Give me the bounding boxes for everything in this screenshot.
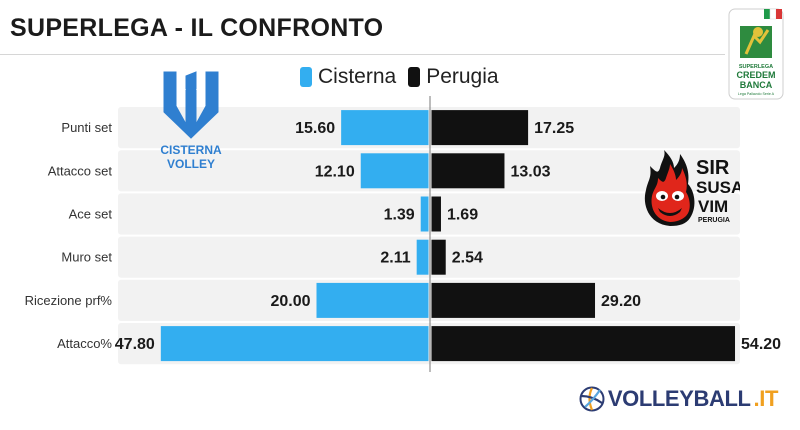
cisterna-logo-line1: CISTERNA	[160, 143, 222, 157]
bar-perugia	[431, 282, 596, 318]
superlega-badge: SUPERLEGA CREDEM BANCA Lega Pallavolo Se…	[728, 8, 784, 100]
value-label-cisterna: 2.11	[380, 250, 410, 267]
cisterna-logo-line2: VOLLEY	[167, 157, 215, 171]
superlega-badge-line4: Lega Pallavolo Serie A	[738, 92, 775, 96]
superlega-badge-line1: SUPERLEGA	[739, 64, 773, 70]
category-label: Attacco%	[57, 336, 112, 351]
perugia-logo-line4: PERUGIA	[698, 217, 730, 224]
bar-perugia	[431, 110, 529, 146]
bar-perugia	[431, 326, 736, 362]
legend-label-cisterna: Cisterna	[318, 65, 397, 88]
superlega-badge-line3: BANCA	[740, 80, 773, 90]
value-label-cisterna: 15.60	[295, 120, 335, 137]
row-band	[118, 236, 740, 278]
value-label-cisterna: 47.80	[115, 336, 155, 353]
row-band	[118, 150, 740, 192]
value-label-perugia: 2.54	[452, 250, 483, 267]
value-label-cisterna: 1.39	[384, 207, 415, 224]
bar-perugia	[431, 196, 441, 232]
cisterna-logo: CISTERNA VOLLEY	[160, 71, 222, 171]
perugia-logo-line3: VIM	[698, 197, 728, 216]
brand-main: VOLLEYBALL	[607, 386, 751, 411]
legend-item-cisterna: Cisterna	[300, 65, 396, 89]
category-label: Muro set	[61, 250, 112, 265]
bar-cisterna	[416, 239, 429, 275]
volleyball-it-brand: VOLLEYBALL .IT	[579, 386, 778, 412]
bar-cisterna	[316, 282, 429, 318]
legend-label-perugia: Perugia	[426, 65, 499, 88]
superlega-badge-line2: CREDEM	[736, 70, 775, 80]
value-label-perugia: 17.25	[534, 120, 574, 137]
bar-cisterna	[341, 110, 429, 146]
title-divider	[0, 54, 725, 55]
bar-perugia	[431, 239, 446, 275]
category-label: Punti set	[61, 120, 112, 135]
bar-cisterna	[160, 326, 429, 362]
value-label-cisterna: 12.10	[315, 163, 355, 180]
value-label-perugia: 1.69	[447, 207, 478, 224]
page-title: SUPERLEGA - IL CONFRONTO	[10, 14, 384, 42]
value-label-perugia: 13.03	[510, 163, 550, 180]
category-label: Attacco set	[48, 163, 113, 178]
row-band	[118, 107, 740, 149]
bar-perugia	[431, 153, 505, 189]
row-band	[118, 279, 740, 321]
bar-cisterna	[420, 196, 429, 232]
legend-swatch-perugia	[408, 67, 421, 87]
category-label: Ace set	[69, 207, 113, 222]
row-band	[118, 193, 740, 235]
value-label-perugia: 29.20	[601, 293, 641, 310]
perugia-logo-line1: SIR	[696, 157, 730, 179]
brand-suffix: .IT	[753, 386, 779, 411]
category-label: Ricezione prf%	[25, 293, 113, 308]
legend-swatch-cisterna	[300, 67, 312, 87]
value-label-cisterna: 20.00	[270, 293, 310, 310]
volleyball-icon	[579, 386, 605, 412]
chart-legend: Cisterna Perugia	[300, 64, 505, 90]
perugia-logo-line2: SUSA	[696, 178, 740, 197]
value-label-perugia: 54.20	[741, 336, 781, 353]
legend-item-perugia: Perugia	[408, 65, 499, 89]
bar-cisterna	[360, 153, 429, 189]
perugia-logo: SIR SUSA VIM PERUGIA	[644, 150, 740, 226]
